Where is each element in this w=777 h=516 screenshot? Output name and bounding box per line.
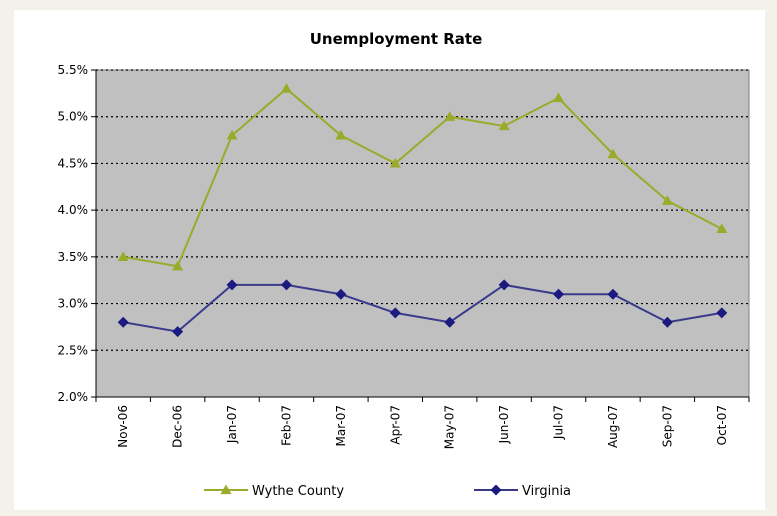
x-tick-label: Oct-07 <box>715 405 729 445</box>
x-tick-label: Dec-06 <box>171 405 185 448</box>
data-point-virginia <box>716 307 728 319</box>
chart-title: Unemployment Rate <box>310 30 483 48</box>
y-tick-label: 4.0% <box>58 203 89 217</box>
legend-label-virginia: Virginia <box>522 484 571 499</box>
data-point-wythe-county <box>444 111 456 121</box>
data-point-virginia <box>498 279 510 291</box>
data-point-wythe-county <box>226 129 238 140</box>
data-point-wythe-county <box>716 223 728 233</box>
data-point-wythe-county <box>117 251 129 261</box>
data-point-wythe-county <box>607 148 619 159</box>
y-tick-label: 4.5% <box>58 156 89 170</box>
x-tick-label: Feb-07 <box>279 405 293 446</box>
data-point-wythe-county <box>280 83 292 93</box>
series-line-wythe-county <box>123 87 723 268</box>
data-point-virginia <box>661 316 673 328</box>
x-tick-label: Jun-07 <box>497 405 511 444</box>
y-tick-label: 3.5% <box>58 250 89 264</box>
x-tick-label: Nov-06 <box>116 405 130 448</box>
data-point-virginia <box>117 316 129 328</box>
y-tick-label: 5.5% <box>58 63 89 77</box>
legend-marker-wythe-county <box>220 484 232 495</box>
y-tick-label: 3.0% <box>58 297 89 311</box>
data-point-wythe-county <box>498 120 510 131</box>
plot-area <box>95 69 750 398</box>
x-tick-label: Jul-07 <box>552 405 566 440</box>
legend-label-wythe-county: Wythe County <box>252 484 344 499</box>
x-tick-label: Jan-07 <box>225 405 239 444</box>
legend-marker-virginia <box>490 484 502 496</box>
data-point-wythe-county <box>389 157 401 168</box>
data-point-wythe-county <box>335 129 347 140</box>
chart-frame: Unemployment Rate 2.0% 2.5% 3.0% 3.5% 4.0% 4.… <box>14 10 765 510</box>
x-tick-label: Sep-07 <box>660 405 674 447</box>
y-tick-label: 2.5% <box>58 343 89 357</box>
data-point-virginia <box>280 279 292 291</box>
x-tick-label: Aug-07 <box>606 405 620 448</box>
data-point-virginia <box>553 288 565 300</box>
data-point-wythe-county <box>553 92 565 103</box>
data-point-virginia <box>444 316 456 328</box>
x-tick-label: May-07 <box>443 405 457 449</box>
data-point-virginia <box>607 288 619 300</box>
data-point-virginia <box>172 326 184 338</box>
x-tick-label: Mar-07 <box>334 405 348 446</box>
series-line-virginia <box>123 283 722 333</box>
data-point-virginia <box>335 288 347 300</box>
data-point-virginia <box>389 307 401 319</box>
y-tick-label: 2.0% <box>58 390 89 404</box>
data-point-wythe-county <box>661 195 673 205</box>
data-point-virginia <box>226 279 238 291</box>
unemployment-chart: Unemployment Rate 2.0% 2.5% 3.0% 3.5% 4.0% 4.… <box>58 30 750 499</box>
x-tick-label: Apr-07 <box>388 405 402 445</box>
y-tick-label: 5.0% <box>58 110 89 124</box>
data-point-wythe-county <box>172 260 184 271</box>
